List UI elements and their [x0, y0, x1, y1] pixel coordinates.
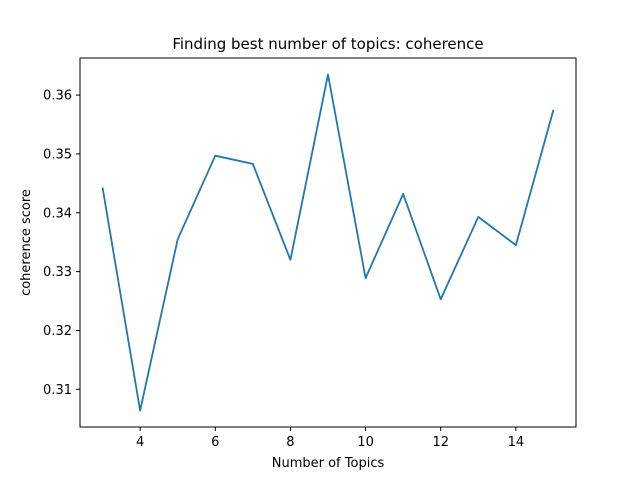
- y-axis-ticks: 0.31 0.32 0.33 0.34 0.35 0.36: [43, 89, 80, 398]
- series-line-coherence: [101, 73, 555, 412]
- x-axis-label: Number of Topics: [272, 456, 385, 471]
- y-tick-label: 0.33: [43, 265, 72, 280]
- y-tick-label: 0.36: [43, 89, 72, 104]
- x-tick-label: 8: [286, 435, 294, 450]
- x-tick-label: 6: [211, 435, 219, 450]
- y-tick-label: 0.31: [43, 383, 72, 398]
- x-tick-label: 12: [432, 435, 449, 450]
- y-tick-label: 0.35: [43, 147, 72, 162]
- x-tick-label: 10: [357, 435, 374, 450]
- y-axis-label: coherence score: [19, 189, 34, 296]
- y-tick-label: 0.32: [43, 324, 72, 339]
- plot-area: [101, 73, 555, 412]
- x-tick-label: 4: [136, 435, 144, 450]
- x-tick-label: 14: [508, 435, 525, 450]
- y-tick-label: 0.34: [43, 206, 72, 221]
- x-axis-ticks: 4 6 8 10 12 14: [136, 427, 524, 450]
- chart-title: Finding best number of topics: coherence: [172, 35, 483, 53]
- axes-frame: [79, 57, 577, 428]
